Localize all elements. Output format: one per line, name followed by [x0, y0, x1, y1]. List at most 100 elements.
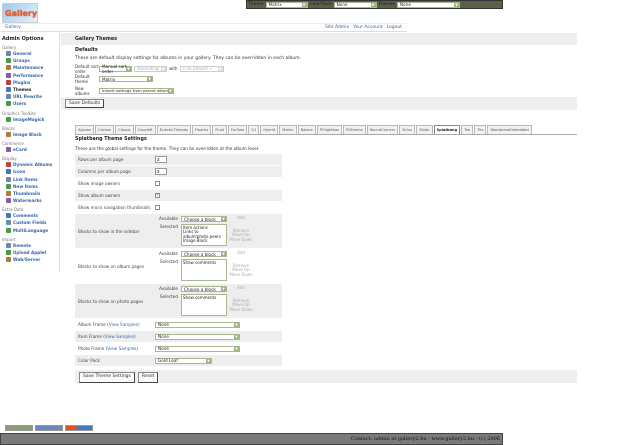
selected-block-item[interactable]: Show comments — [183, 295, 217, 300]
cols-input[interactable] — [155, 168, 167, 175]
rows-input[interactable] — [155, 156, 167, 163]
tab-wordpressembedded[interactable]: WordpressEmbedded — [487, 125, 532, 134]
tab-pglightbox[interactable]: PGlightbox — [316, 125, 343, 134]
album-blocks-move-up-button[interactable]: Move Up — [232, 267, 250, 273]
tab-ajaxian[interactable]: Ajaxian — [75, 125, 95, 134]
sidebar-item-icons[interactable]: Icons — [2, 168, 57, 175]
gallery-logo[interactable]: Gallery — [2, 3, 38, 23]
photo-frame-view-samples-link[interactable]: View Samples — [107, 346, 137, 351]
tab-tea[interactable]: Tea — [461, 125, 474, 134]
plugins-icon — [6, 79, 11, 85]
sidebar-item-web-server[interactable]: Web/Server — [2, 256, 57, 263]
sidebar-item-upload-applet[interactable]: Upload Applet — [2, 249, 57, 256]
album-blocks-move-down-button[interactable]: Move Down — [229, 271, 253, 277]
sidebar-item-watermarks[interactable]: Watermarks — [2, 197, 57, 204]
tab-hybrid[interactable]: Hybrid — [260, 125, 279, 134]
selected-block-item[interactable]: Image Block — [183, 238, 208, 244]
sidebar-item-multilanguage[interactable]: MultiLanguage — [2, 227, 57, 234]
sidebar-item-label: General — [13, 51, 32, 57]
save-defaults-button[interactable]: Save Defaults — [65, 99, 105, 108]
sidebar-item-maintenance[interactable]: Maintenance — [2, 64, 57, 71]
selected-block-item[interactable]: Item actions — [183, 225, 208, 230]
tab-roundcorners[interactable]: RoundCorners — [366, 125, 399, 134]
tab-matrix[interactable]: Matrix — [279, 125, 297, 134]
photo-blocks-remove-button[interactable]: Remove — [232, 298, 250, 303]
tab-pgtheme[interactable]: PGtheme — [343, 125, 366, 134]
your-account-link[interactable]: Your Account — [353, 25, 383, 30]
photo-blocks-move-down-button[interactable]: Move Down — [229, 306, 253, 312]
sidebar-item-image-block[interactable]: Image Block — [2, 131, 57, 138]
sidebar-item-new-items[interactable]: New Items — [2, 183, 57, 190]
logout-link[interactable]: Logout — [386, 25, 402, 30]
sidebar-item-performance[interactable]: Performance — [2, 72, 57, 79]
sidebar-item-custom-fields[interactable]: Custom Fields — [2, 219, 57, 226]
sidebar-item-plugins[interactable]: Plugins — [2, 79, 57, 86]
tab-eclecticthreads[interactable]: EclecticThreads — [156, 125, 191, 134]
photo-blocks-add-button[interactable]: Add — [237, 285, 245, 290]
tab-slider[interactable]: Slider — [416, 125, 433, 134]
sidebar-item-groups[interactable]: Groups — [2, 57, 57, 64]
sidebar-item-comments[interactable]: Comments — [2, 212, 57, 219]
sidebar-blocks-selected-list[interactable]: Item actions Links to album/photo peers Im… — [181, 224, 227, 246]
sidebar-item-url-rewrite[interactable]: URL Rewrite — [2, 93, 57, 100]
sidebar-item-ecard[interactable]: eCard — [2, 146, 57, 153]
photo-blocks-selected-list[interactable]: Show comments — [181, 294, 227, 316]
album-blocks-available-select[interactable]: Choose a block ▼ — [181, 251, 227, 257]
site-admin-link[interactable]: Site Admin — [324, 25, 350, 30]
theme-select[interactable]: Matrix ▼ — [265, 1, 308, 8]
sidebar-item-general[interactable]: General — [2, 50, 57, 57]
photo-frame-select[interactable]: None ▼ — [155, 345, 240, 352]
gallery-badge[interactable] — [35, 425, 63, 431]
sidebar-item-themes[interactable]: Themes — [2, 86, 57, 93]
sidebar-item-imagemagick[interactable]: ImageMagick — [2, 116, 57, 123]
tab-nature[interactable]: Nature — [297, 125, 316, 134]
tab-floatrix[interactable]: Floatrix — [191, 125, 212, 134]
album-blocks-add-button[interactable]: Add — [237, 250, 245, 255]
frames-select[interactable]: None ▼ — [397, 1, 461, 8]
photo-blocks-available-select[interactable]: Choose a block ▼ — [181, 286, 227, 292]
tab-siriux[interactable]: Siriux — [399, 125, 416, 134]
selected-block-item[interactable]: Show comments — [183, 260, 217, 265]
gallery-powered-badge[interactable] — [65, 425, 93, 431]
tab-tile[interactable]: Tile — [474, 125, 487, 134]
sidebar-item-users[interactable]: Users — [2, 100, 57, 107]
tab-classic[interactable]: Classic — [115, 125, 134, 134]
micro-nav-checkbox[interactable] — [155, 204, 160, 210]
tab-carbon[interactable]: Carbon — [95, 125, 115, 134]
new-albums-select[interactable]: Inherit settings from parent album ▼ — [99, 87, 174, 94]
breadcrumb-gallery[interactable]: Gallery — [5, 25, 22, 30]
album-frame-view-samples-link[interactable]: View Samples — [108, 322, 138, 327]
photo-blocks-move-up-button[interactable]: Move Up — [232, 302, 250, 308]
sort-order-select[interactable]: Manual sort order ▼ — [99, 64, 132, 74]
sidebar-item-label: Comments — [13, 213, 38, 219]
album-blocks-selected-list[interactable]: Show comments — [181, 259, 227, 281]
tab-g1[interactable]: G1 — [248, 125, 260, 134]
sidebar-item-remote[interactable]: Remote — [2, 242, 57, 249]
sidebar-blocks-move-down-button[interactable]: Move Down — [229, 236, 253, 242]
tab-fluid[interactable]: Fluid — [212, 125, 227, 134]
save-theme-settings-button[interactable]: Save Theme Settings — [79, 372, 135, 383]
album-owners-checkbox[interactable] — [155, 192, 160, 198]
sidebar-item-thumbnails[interactable]: Thumbnails — [2, 190, 57, 197]
sidebar-blocks-move-up-button[interactable]: Move Up — [232, 232, 250, 238]
image-owners-checkbox[interactable] — [155, 180, 160, 186]
tab-copyleft[interactable]: Copyleft — [134, 125, 156, 134]
sidebar-blocks-remove-button[interactable]: Remove — [232, 228, 250, 233]
tab-splatbang[interactable]: Splatbang — [433, 125, 461, 134]
colorpack-select[interactable]: None ▼ — [333, 1, 377, 8]
color-pack-select[interactable]: Gold Leaf ▼ — [155, 357, 212, 364]
w3c-badge[interactable] — [5, 425, 33, 431]
sidebar-blocks-available-select[interactable]: Choose a block ▼ — [181, 216, 227, 222]
sidebar-item-link-items[interactable]: Link Items — [2, 175, 57, 182]
sidebar-item-dynamic-albums[interactable]: Dynamic Albums — [2, 161, 57, 168]
album-frame-select[interactable]: None ▼ — [155, 321, 240, 328]
sidebar-blocks-add-button[interactable]: Add — [237, 215, 245, 220]
tab-forsale[interactable]: ForSale — [227, 125, 248, 134]
item-frame-select[interactable]: None ▼ — [155, 333, 240, 340]
album-blocks-remove-button[interactable]: Remove — [232, 263, 250, 268]
item-frame-view-samples-link[interactable]: View Samples — [104, 334, 135, 339]
default-theme-select[interactable]: Matrix ▼ — [99, 76, 153, 82]
selected-block-item[interactable]: Links to album/photo peers — [183, 229, 221, 239]
theme-tabs: Ajaxian Carbon Classic Copyleft EclecticThre… — [75, 125, 577, 135]
reset-button[interactable]: Reset — [137, 372, 159, 383]
